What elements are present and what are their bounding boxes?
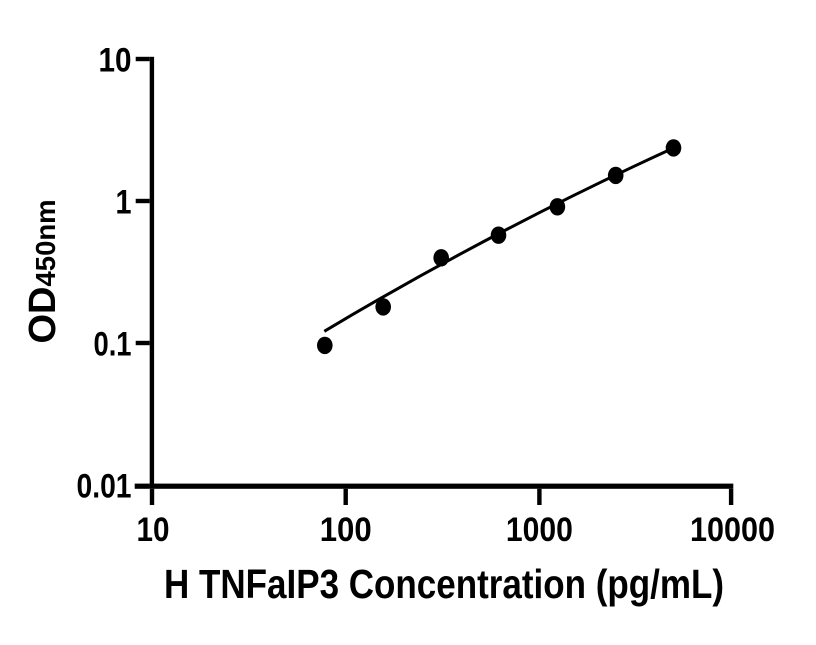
svg-text:10: 10 [99,41,132,79]
svg-text:0.01: 0.01 [77,467,132,505]
svg-text:H TNFaIP3 Concentration (pg/mL: H TNFaIP3 Concentration (pg/mL) [164,561,724,607]
svg-text:10000: 10000 [690,511,775,549]
svg-text:1: 1 [116,183,132,221]
svg-text:10: 10 [137,511,170,549]
svg-text:100: 100 [320,511,372,549]
svg-text:0.1: 0.1 [94,325,132,363]
svg-text:1000: 1000 [506,511,573,549]
